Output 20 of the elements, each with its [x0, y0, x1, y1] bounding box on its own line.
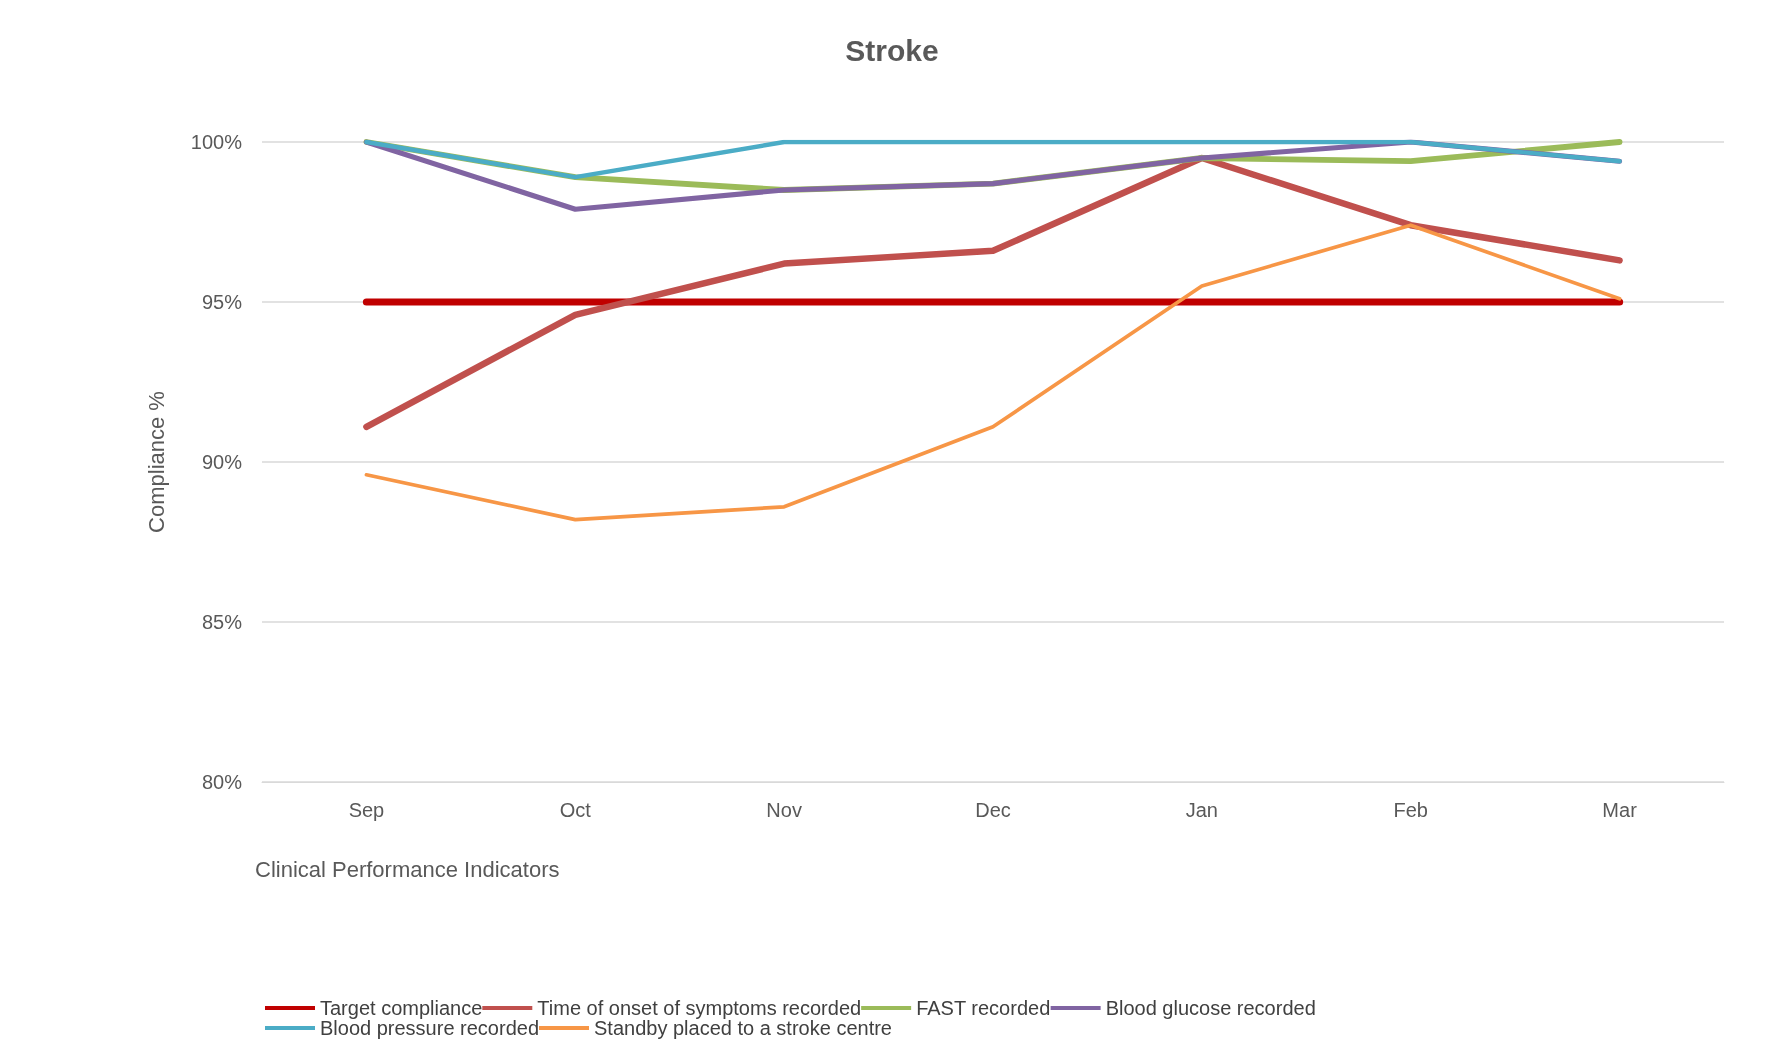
y-axis-title: Compliance % — [143, 391, 169, 533]
x-tick-label: Jan — [1185, 799, 1218, 821]
legend-label: Time of onset of symptoms recorded — [537, 997, 862, 1019]
x-tick-label: Mar — [1602, 799, 1638, 821]
y-tick-label: 95% — [201, 291, 243, 313]
legend-label: FAST recorded — [916, 997, 1051, 1019]
y-tick-label: 100% — [190, 131, 243, 153]
y-tick-label: 80% — [201, 771, 243, 793]
y-tick-label: 90% — [201, 451, 243, 473]
x-axis-title: Clinical Performance Indicators — [255, 856, 560, 882]
legend-label: Target compliance — [320, 997, 483, 1019]
legend-label: Blood glucose recorded — [1105, 997, 1316, 1019]
x-tick-label: Nov — [766, 799, 802, 821]
x-tick-label: Dec — [975, 799, 1011, 821]
x-tick-label: Feb — [1393, 799, 1428, 821]
line-series — [364, 223, 1622, 522]
x-tick-label: Sep — [348, 799, 385, 821]
x-tick-label: Oct — [559, 799, 592, 821]
chart-title: Stroke — [845, 33, 939, 67]
y-tick-label: 85% — [201, 611, 243, 633]
